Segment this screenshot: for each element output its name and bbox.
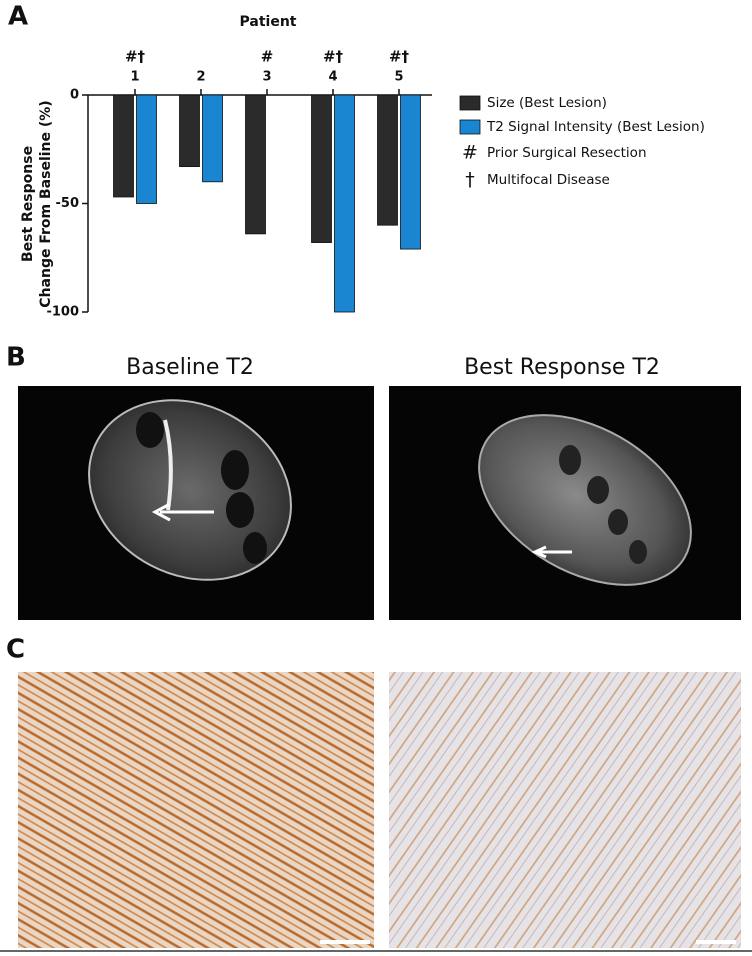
panel-label: B xyxy=(6,343,26,373)
annotation: #† xyxy=(125,48,146,66)
bar xyxy=(179,94,200,168)
y-tick-label: 0 xyxy=(70,88,79,103)
bar xyxy=(245,94,266,235)
bar xyxy=(334,94,355,313)
panel-label: C xyxy=(6,635,25,665)
annotation: # xyxy=(261,48,274,66)
legend-label: Multifocal Disease xyxy=(487,172,610,188)
x-tick-label: 4 xyxy=(328,70,337,85)
mri-image xyxy=(389,386,741,620)
legend-symbol: † xyxy=(465,169,475,191)
x-tick-label: 5 xyxy=(394,70,403,85)
x-tick-label: 3 xyxy=(262,70,271,85)
legend-swatch xyxy=(459,119,481,135)
bar xyxy=(136,94,157,204)
histology-image xyxy=(389,672,741,948)
y-tick-label: -50 xyxy=(56,196,80,211)
legend-label: Prior Surgical Resection xyxy=(487,145,647,161)
bar xyxy=(113,94,134,198)
bar xyxy=(311,94,332,243)
legend-symbol: # xyxy=(462,142,478,164)
y-tick-label: -100 xyxy=(46,305,79,320)
bar xyxy=(400,94,421,250)
y-axis-title: Best Response xyxy=(20,146,36,262)
legend-label: Size (Best Lesion) xyxy=(487,95,607,111)
x-tick-label: 1 xyxy=(130,70,139,85)
legend-swatch xyxy=(459,95,481,111)
legend-label: T2 Signal Intensity (Best Lesion) xyxy=(486,119,705,135)
bar xyxy=(202,94,223,183)
panel-label: A xyxy=(8,2,28,32)
image-title: Baseline T2 xyxy=(126,355,254,380)
annotation: #† xyxy=(323,48,344,66)
x-tick-label: 2 xyxy=(196,70,205,85)
y-axis-title: Change From Baseline (%) xyxy=(38,100,54,307)
histology-image xyxy=(18,672,374,948)
annotation: #† xyxy=(389,48,410,66)
bar xyxy=(377,94,398,226)
x-axis-title: Patient xyxy=(240,14,297,30)
image-title: Best Response T2 xyxy=(464,355,660,380)
mri-image xyxy=(18,386,374,620)
